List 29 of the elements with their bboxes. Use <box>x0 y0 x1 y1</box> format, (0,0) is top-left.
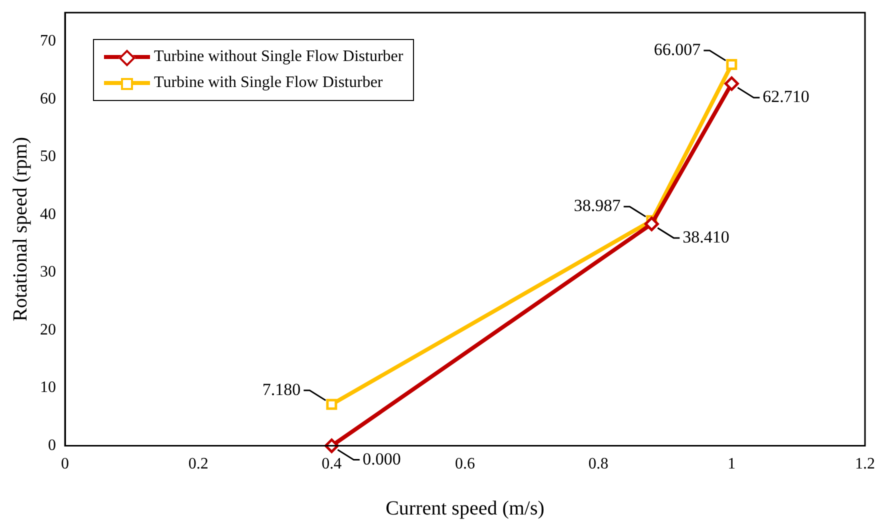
y-tick-label: 10 <box>40 379 56 396</box>
point <box>326 398 338 410</box>
y-axis-title: Rotational speed (rpm) <box>9 136 32 322</box>
x-axis-title: Current speed (m/s) <box>386 497 544 520</box>
data-label: 38.410 <box>682 227 730 246</box>
y-tick-label: 20 <box>40 321 56 338</box>
x-tick-label: 0.2 <box>188 456 208 473</box>
y-tick-label: 70 <box>40 32 56 50</box>
y-tick-label: 0 <box>48 437 56 454</box>
data-label: 0.000 <box>362 449 401 468</box>
data-label: 38.987 <box>574 196 622 216</box>
x-tick-label: 1.2 <box>855 456 875 473</box>
legend-label: Turbine with Single Flow Disturber <box>154 74 383 92</box>
y-tick-label: 30 <box>40 264 56 281</box>
y-tick-label: 50 <box>40 148 56 166</box>
y-tick-label: 40 <box>40 206 56 223</box>
data-label: 62.710 <box>762 87 810 106</box>
point <box>644 216 659 232</box>
x-tick-label: 0.6 <box>455 456 475 473</box>
x-tick-label: 0 <box>61 456 69 473</box>
point <box>726 59 738 70</box>
y-tick-label: 60 <box>40 90 56 108</box>
legend-label: Turbine without Single Flow Disturber <box>154 48 404 66</box>
x-tick-label: 0.4 <box>322 456 342 473</box>
x-tick-label: 0.8 <box>588 456 608 473</box>
data-label: 66.007 <box>654 40 702 60</box>
x-tick-label: 1 <box>728 456 736 473</box>
point <box>724 76 739 91</box>
data-label: 7.180 <box>262 380 301 399</box>
